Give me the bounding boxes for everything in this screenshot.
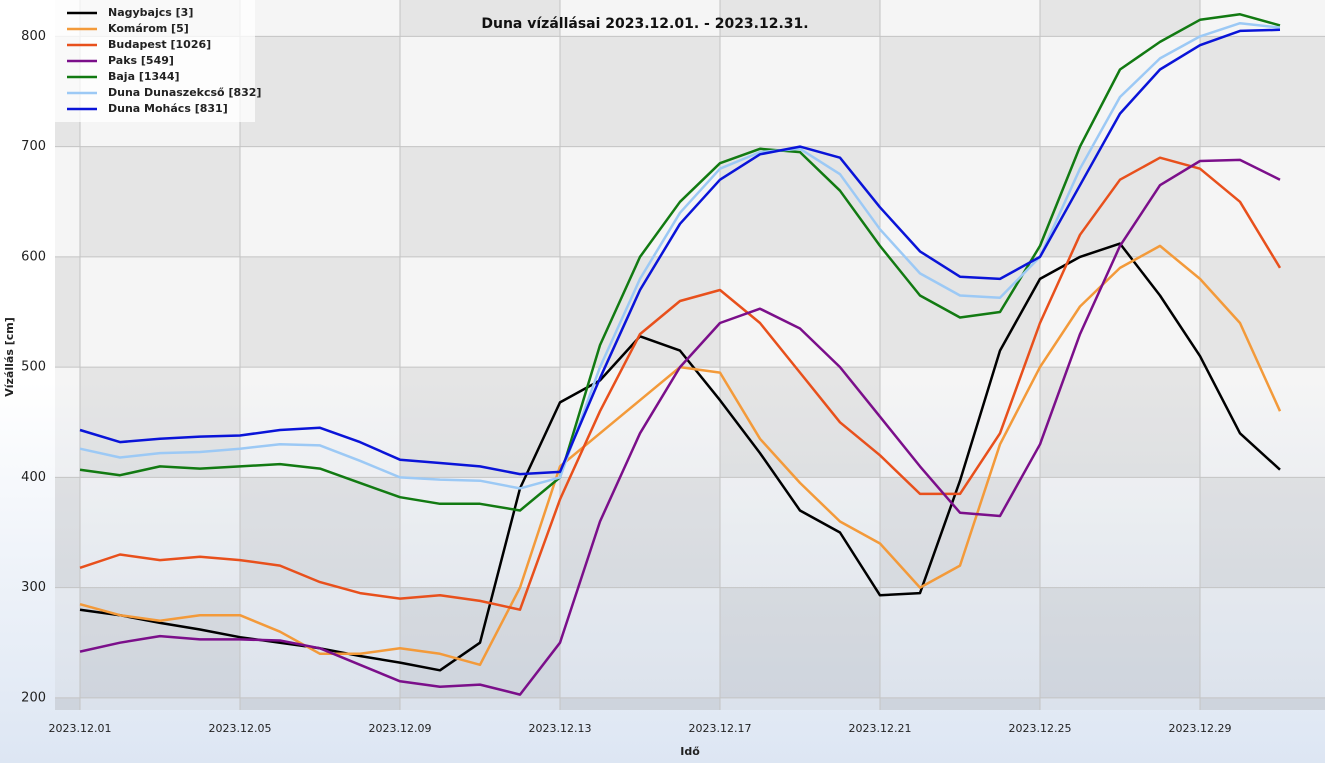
grid-cell bbox=[880, 0, 1040, 37]
grid-cell bbox=[1040, 256, 1200, 368]
grid-cell bbox=[880, 587, 1040, 698]
grid-cell bbox=[880, 697, 1040, 710]
grid-cell bbox=[720, 697, 880, 710]
grid-cell bbox=[55, 256, 80, 368]
grid-cell bbox=[400, 0, 560, 37]
grid-cell bbox=[80, 697, 240, 710]
grid-cell bbox=[720, 36, 880, 147]
legend-label: Paks [549] bbox=[108, 54, 174, 67]
y-tick-label: 600 bbox=[21, 249, 46, 264]
grid-cell bbox=[720, 0, 880, 37]
grid-cell bbox=[400, 256, 560, 368]
grid-cell bbox=[560, 697, 720, 710]
grid-cell bbox=[1200, 477, 1325, 588]
legend-label: Komárom [5] bbox=[108, 22, 189, 35]
y-tick-label: 400 bbox=[21, 470, 46, 485]
grid-cell bbox=[560, 36, 720, 147]
grid-cell bbox=[880, 367, 1040, 478]
grid-cell bbox=[560, 367, 720, 478]
series-line bbox=[79, 158, 1281, 696]
grid-cell bbox=[55, 146, 80, 257]
grid-cell bbox=[560, 146, 720, 257]
grid-cell bbox=[400, 146, 560, 257]
grid-cell bbox=[80, 477, 240, 588]
y-tick-label: 200 bbox=[21, 690, 46, 705]
grid-cell bbox=[400, 477, 560, 588]
legend-label: Budapest [1026] bbox=[108, 38, 211, 51]
series-line bbox=[79, 28, 1281, 476]
grid-cell bbox=[1040, 367, 1200, 478]
y-tick-label: 500 bbox=[21, 360, 46, 375]
grid-cell bbox=[880, 146, 1040, 257]
x-tick-label: 2023.12.09 bbox=[369, 722, 432, 735]
grid-cell bbox=[55, 697, 80, 710]
grid-cell bbox=[240, 367, 400, 478]
grid-cell bbox=[240, 146, 400, 257]
x-tick-label: 2023.12.17 bbox=[689, 722, 752, 735]
legend-label: Baja [1344] bbox=[108, 70, 180, 83]
grid-cell bbox=[880, 477, 1040, 588]
legend-label: Duna Mohács [831] bbox=[108, 102, 228, 115]
grid-cell bbox=[240, 587, 400, 698]
grid-cell bbox=[1040, 477, 1200, 588]
y-tick-label: 800 bbox=[21, 29, 46, 44]
grid-cell bbox=[240, 477, 400, 588]
grid-cell bbox=[80, 587, 240, 698]
x-tick-label: 2023.12.21 bbox=[849, 722, 912, 735]
grid-cell bbox=[1200, 36, 1325, 147]
grid-cell bbox=[1200, 697, 1325, 710]
series-line bbox=[79, 156, 1282, 611]
grid-cell bbox=[400, 697, 560, 710]
x-tick-label: 2023.12.01 bbox=[49, 722, 112, 735]
grid-cell bbox=[1040, 587, 1200, 698]
grid-cell bbox=[80, 146, 240, 257]
grid-cell bbox=[240, 36, 400, 147]
y-tick-label: 700 bbox=[21, 139, 46, 154]
grid-cell bbox=[1040, 0, 1200, 37]
grid-cell bbox=[880, 36, 1040, 147]
grid-cell bbox=[880, 256, 1040, 368]
grid-cell bbox=[400, 36, 560, 147]
y-tick-label: 300 bbox=[21, 580, 46, 595]
series-line bbox=[79, 242, 1281, 672]
grid-cell bbox=[720, 477, 880, 588]
series-line bbox=[79, 21, 1281, 490]
grid-cell bbox=[1040, 146, 1200, 257]
x-tick-label: 2023.12.05 bbox=[209, 722, 272, 735]
x-axis-title: Idő bbox=[680, 745, 700, 758]
grid-cell bbox=[240, 697, 400, 710]
grid-cell bbox=[560, 587, 720, 698]
x-tick-label: 2023.12.25 bbox=[1009, 722, 1072, 735]
grid-cell bbox=[240, 256, 400, 368]
grid-cell bbox=[720, 256, 880, 368]
grid-cell bbox=[720, 587, 880, 698]
grid-cell bbox=[240, 0, 400, 37]
grid-cell bbox=[720, 146, 880, 257]
legend-label: Duna Dunaszekcső [832] bbox=[108, 86, 261, 99]
grid-cell bbox=[560, 0, 720, 37]
grid-cell bbox=[1200, 367, 1325, 478]
grid-cell bbox=[720, 367, 880, 478]
x-tick-label: 2023.12.13 bbox=[529, 722, 592, 735]
legend-label: Nagybajcs [3] bbox=[108, 6, 193, 19]
grid-cell bbox=[55, 367, 80, 478]
grid-cell bbox=[560, 477, 720, 588]
grid-cell bbox=[55, 477, 80, 588]
grid-cell bbox=[1200, 587, 1325, 698]
grid-cell bbox=[560, 256, 720, 368]
series-line bbox=[79, 13, 1281, 512]
grid-cell bbox=[1040, 36, 1200, 147]
grid-cell bbox=[80, 367, 240, 478]
y-axis-title: Vízállás [cm] bbox=[3, 317, 16, 397]
grid-cell bbox=[55, 587, 80, 698]
grid-cell bbox=[1040, 697, 1200, 710]
grid-cell bbox=[80, 256, 240, 368]
grid-cell bbox=[1200, 256, 1325, 368]
chart-title: Duna vízállásai 2023.12.01. - 2023.12.31… bbox=[481, 16, 808, 32]
x-tick-label: 2023.12.29 bbox=[1169, 722, 1232, 735]
